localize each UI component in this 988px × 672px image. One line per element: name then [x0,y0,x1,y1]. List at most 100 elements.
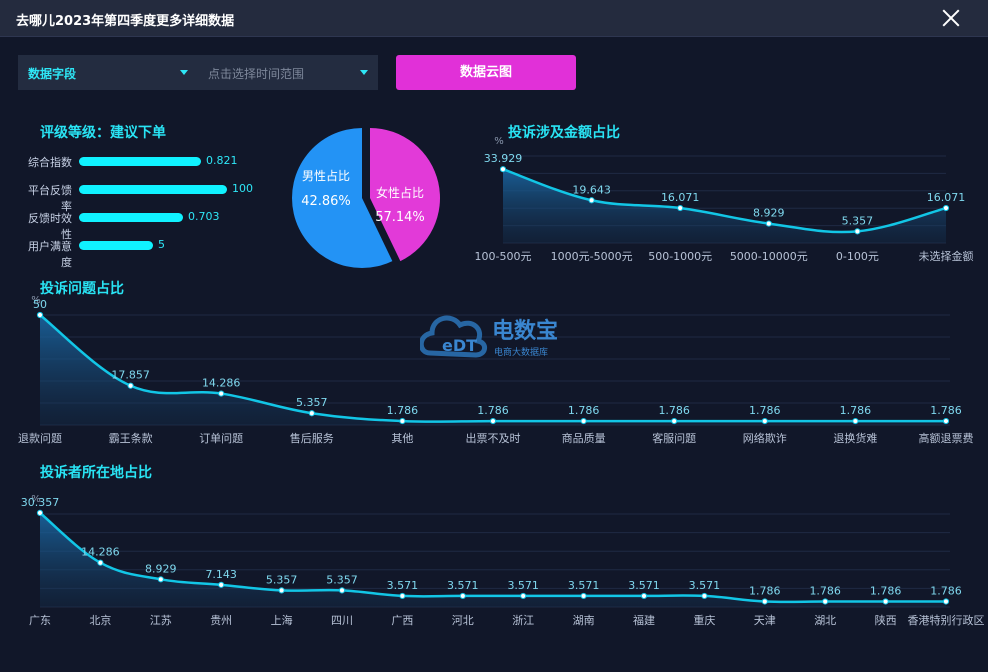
x-tick-label: 霸王条款 [109,431,153,445]
data-point [580,592,587,600]
data-label: 8.929 [145,562,177,575]
x-tick-label: 湖南 [573,614,595,627]
data-point [218,390,225,397]
rating-title: 评级等级：建议下单 [40,125,166,141]
data-point [765,220,772,227]
x-tick-label: 广西 [391,614,413,627]
data-point [942,204,950,212]
x-tick-label: 天津 [754,614,776,627]
time-range-placeholder: 点击选择时间范围 [208,67,305,81]
data-label: 7.143 [205,568,237,581]
x-tick-label: 其他 [391,432,413,445]
data-label: 1.786 [658,404,690,417]
x-tick-label: 陕西 [875,613,897,627]
field-select[interactable]: 数据字段 [18,55,198,90]
data-point [677,204,684,212]
data-label: 16.071 [661,191,700,204]
x-tick-label: 香港特别行政区 [908,613,985,627]
series-line [39,511,946,604]
x-tick-label: 浙江 [512,614,534,627]
data-point [489,417,497,425]
data-label: 3.571 [387,579,419,592]
time-range-select[interactable]: 点击选择时间范围 [198,55,378,90]
x-tick-label: 北京 [89,613,111,627]
data-label: 3.571 [568,579,600,592]
dialog-title: 去哪儿2023年第四季度更多详细数据 [16,14,235,29]
series-line [502,168,947,234]
data-point [761,417,768,425]
data-label: 33.929 [484,152,523,165]
rating-label: 用户满意度 [28,240,72,269]
rating-bar [79,185,227,194]
data-label: 1.786 [930,404,962,417]
watermark-logo-text: eDT [442,336,477,355]
rating-row: 反馈时效性 0.703 [0,210,300,241]
data-label: 30.357 [21,496,60,509]
data-point [157,576,164,583]
data-label: 19.643 [572,183,611,196]
x-tick-label: 出票不及时 [466,431,521,445]
data-label: 1.786 [870,584,902,597]
x-tick-label: 上海 [271,613,293,627]
data-point [520,592,527,600]
rating-row: 平台反馈率 100 [0,182,300,213]
chevron-down-icon [360,70,368,75]
data-label: 5.357 [326,573,358,586]
x-tick-label: 重庆 [693,613,715,627]
x-tick-label: 广东 [29,614,51,627]
data-label: 1.786 [840,404,872,417]
pie-slice-male[interactable] [292,128,393,268]
x-tick-label: 商品质量 [562,431,606,445]
amount-chart-title: 投诉涉及金额占比 [508,125,620,141]
data-label: 3.571 [507,579,539,592]
data-point [97,559,104,566]
x-tick-label: 未选择金额 [919,249,974,263]
series-area [40,512,946,607]
data-label: 1.786 [568,404,600,417]
x-tick-label: 高额退票费 [919,431,974,445]
data-label: 17.857 [111,369,150,382]
data-point [218,581,225,588]
x-tick-label: 500-1000元 [648,250,712,263]
chevron-down-icon [180,70,188,75]
x-tick-label: 订单问题 [199,432,243,445]
x-tick-label: 贵州 [210,614,232,627]
data-point [499,166,507,173]
data-label: 3.571 [628,579,660,592]
female-label: 女性占比 [376,185,424,200]
data-point [852,417,859,425]
data-point [822,598,829,605]
data-label: 5.357 [266,573,298,586]
y-axis-unit: % [31,494,41,505]
cloud-logo-icon: eDT 电数宝 电商大数据库 [418,315,558,358]
rating-row: 综合指数 0.821 [0,154,300,169]
title-bar: 去哪儿2023年第四季度更多详细数据 [0,0,988,37]
rating-value: 0.703 [188,210,220,223]
data-label: 1.786 [749,404,781,417]
issue-chart-title: 投诉问题占比 [40,281,124,297]
x-tick-label: 退款问题 [18,431,62,445]
data-point [882,598,889,605]
rating-value: 0.821 [206,154,238,167]
rating-bar [79,241,153,250]
data-point [308,410,315,417]
rating-value: 5 [158,238,165,251]
data-label: 1.786 [387,404,419,417]
x-tick-label: 河北 [452,614,474,627]
rating-label: 平台反馈率 [28,184,72,213]
x-tick-label: 福建 [633,613,655,627]
data-point [399,592,406,600]
y-axis-unit: % [494,136,504,147]
data-label: 8.929 [753,207,785,220]
data-label: 1.786 [477,404,509,417]
rating-bar [79,213,183,222]
x-tick-label: 5000-10000元 [730,250,808,263]
pie-slice-female[interactable] [370,128,440,262]
x-tick-label: 网络欺诈 [743,431,787,445]
rating-label: 综合指数 [28,156,72,169]
data-cloud-button[interactable]: 数据云图 [396,55,576,90]
data-point [459,592,466,600]
x-tick-label: 湖北 [814,614,836,627]
close-icon[interactable] [940,7,962,29]
location-chart-title: 投诉者所在地占比 [40,465,152,481]
